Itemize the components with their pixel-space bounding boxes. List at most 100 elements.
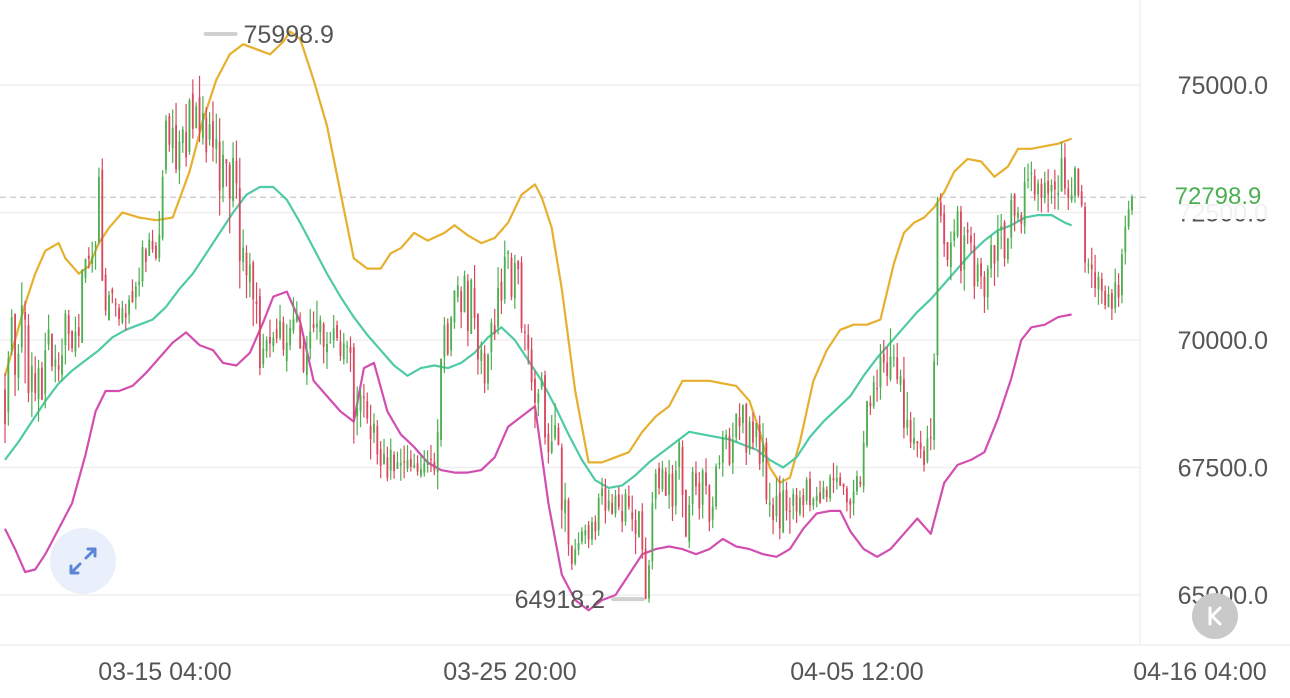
candle-body xyxy=(705,472,707,486)
candle-body xyxy=(876,387,879,390)
candle-body xyxy=(896,357,899,380)
candle-body xyxy=(1114,282,1117,308)
candle-body xyxy=(604,487,607,511)
candle-body xyxy=(460,291,463,312)
candle-body xyxy=(842,483,845,487)
candle-body xyxy=(81,270,84,343)
middle-band-line xyxy=(4,185,1072,489)
candle-body xyxy=(1033,175,1036,195)
candle-body xyxy=(956,210,959,236)
candle-body xyxy=(47,329,50,345)
collapse-button[interactable] xyxy=(1192,593,1238,639)
candle-body xyxy=(916,441,919,444)
candle-body xyxy=(406,460,409,469)
candle-body xyxy=(540,379,543,388)
candle-body xyxy=(651,503,654,562)
candle-body xyxy=(1000,225,1003,231)
candle-body xyxy=(373,423,375,433)
candle-body xyxy=(785,489,788,511)
x-tick-label: 04-16 04:00 xyxy=(1133,658,1266,686)
candle-body xyxy=(892,357,895,359)
candle-body xyxy=(1053,181,1056,190)
candle-body xyxy=(178,141,181,170)
candle-body xyxy=(208,124,211,140)
candle-body xyxy=(684,489,687,537)
x-tick-label: 03-15 04:00 xyxy=(98,658,231,686)
candle-body xyxy=(698,482,701,509)
candle-body xyxy=(570,546,573,564)
candle-body xyxy=(1104,291,1107,306)
candle-body xyxy=(587,525,590,540)
candle-body xyxy=(114,303,117,305)
candle-body xyxy=(10,317,13,351)
candle-body xyxy=(155,245,157,258)
candle-body xyxy=(913,437,915,444)
candle-body xyxy=(718,462,721,465)
candle-body xyxy=(617,494,620,508)
candle-body xyxy=(547,433,550,453)
candle-body xyxy=(403,461,406,463)
candle-body xyxy=(772,504,775,521)
candle-body xyxy=(376,426,379,455)
candle-body xyxy=(986,268,989,298)
candle-body xyxy=(463,275,466,313)
candle-body xyxy=(926,438,929,462)
candle-body xyxy=(597,498,600,531)
candle-body xyxy=(409,458,412,467)
candle-body xyxy=(849,500,852,505)
expand-button[interactable] xyxy=(50,528,116,594)
candle-body xyxy=(708,485,711,522)
candle-body xyxy=(1030,173,1033,175)
candle-body xyxy=(148,239,151,256)
candle-body xyxy=(436,432,439,473)
candle-body xyxy=(507,251,510,254)
candle-body xyxy=(1057,193,1060,196)
candle-body xyxy=(356,407,359,417)
candle-body xyxy=(419,469,422,476)
candle-body xyxy=(550,441,553,453)
candle-body xyxy=(198,97,201,131)
candle-body xyxy=(316,323,318,328)
candle-body xyxy=(61,355,63,375)
candle-body xyxy=(929,437,932,439)
current-price-label: 72798.9 xyxy=(1146,175,1290,219)
candle-body xyxy=(966,229,969,233)
candle-body xyxy=(483,353,486,384)
candle-body xyxy=(634,520,637,534)
candle-body xyxy=(393,454,396,472)
candle-body xyxy=(802,495,805,506)
candle-body xyxy=(778,492,781,529)
candle-body xyxy=(312,324,315,328)
candle-body xyxy=(141,247,144,282)
candle-body xyxy=(674,470,677,506)
lower-band-line xyxy=(4,290,1072,612)
candle-body xyxy=(822,487,825,500)
candle-body xyxy=(825,489,828,498)
candle-body xyxy=(1094,272,1097,288)
candle-body xyxy=(195,106,198,129)
candle-body xyxy=(118,307,120,320)
candle-body xyxy=(138,281,141,285)
candle-body xyxy=(295,316,298,322)
candle-body xyxy=(845,488,848,503)
candle-body xyxy=(946,242,949,260)
candle-body xyxy=(302,346,305,372)
candle-body xyxy=(738,417,741,427)
candle-body xyxy=(745,404,748,453)
candle-body xyxy=(1070,194,1073,201)
candle-body xyxy=(1117,284,1120,298)
candle-body xyxy=(681,447,684,496)
candle-body xyxy=(886,362,889,377)
candle-body xyxy=(805,480,808,501)
candle-body xyxy=(181,129,184,144)
candle-body xyxy=(658,468,660,488)
candle-body xyxy=(574,549,577,564)
candle-body xyxy=(1013,194,1016,216)
candle-body xyxy=(560,447,563,510)
candle-body xyxy=(1023,181,1026,227)
candle-body xyxy=(990,245,993,269)
candle-body xyxy=(379,449,382,466)
candle-body xyxy=(1107,294,1110,308)
